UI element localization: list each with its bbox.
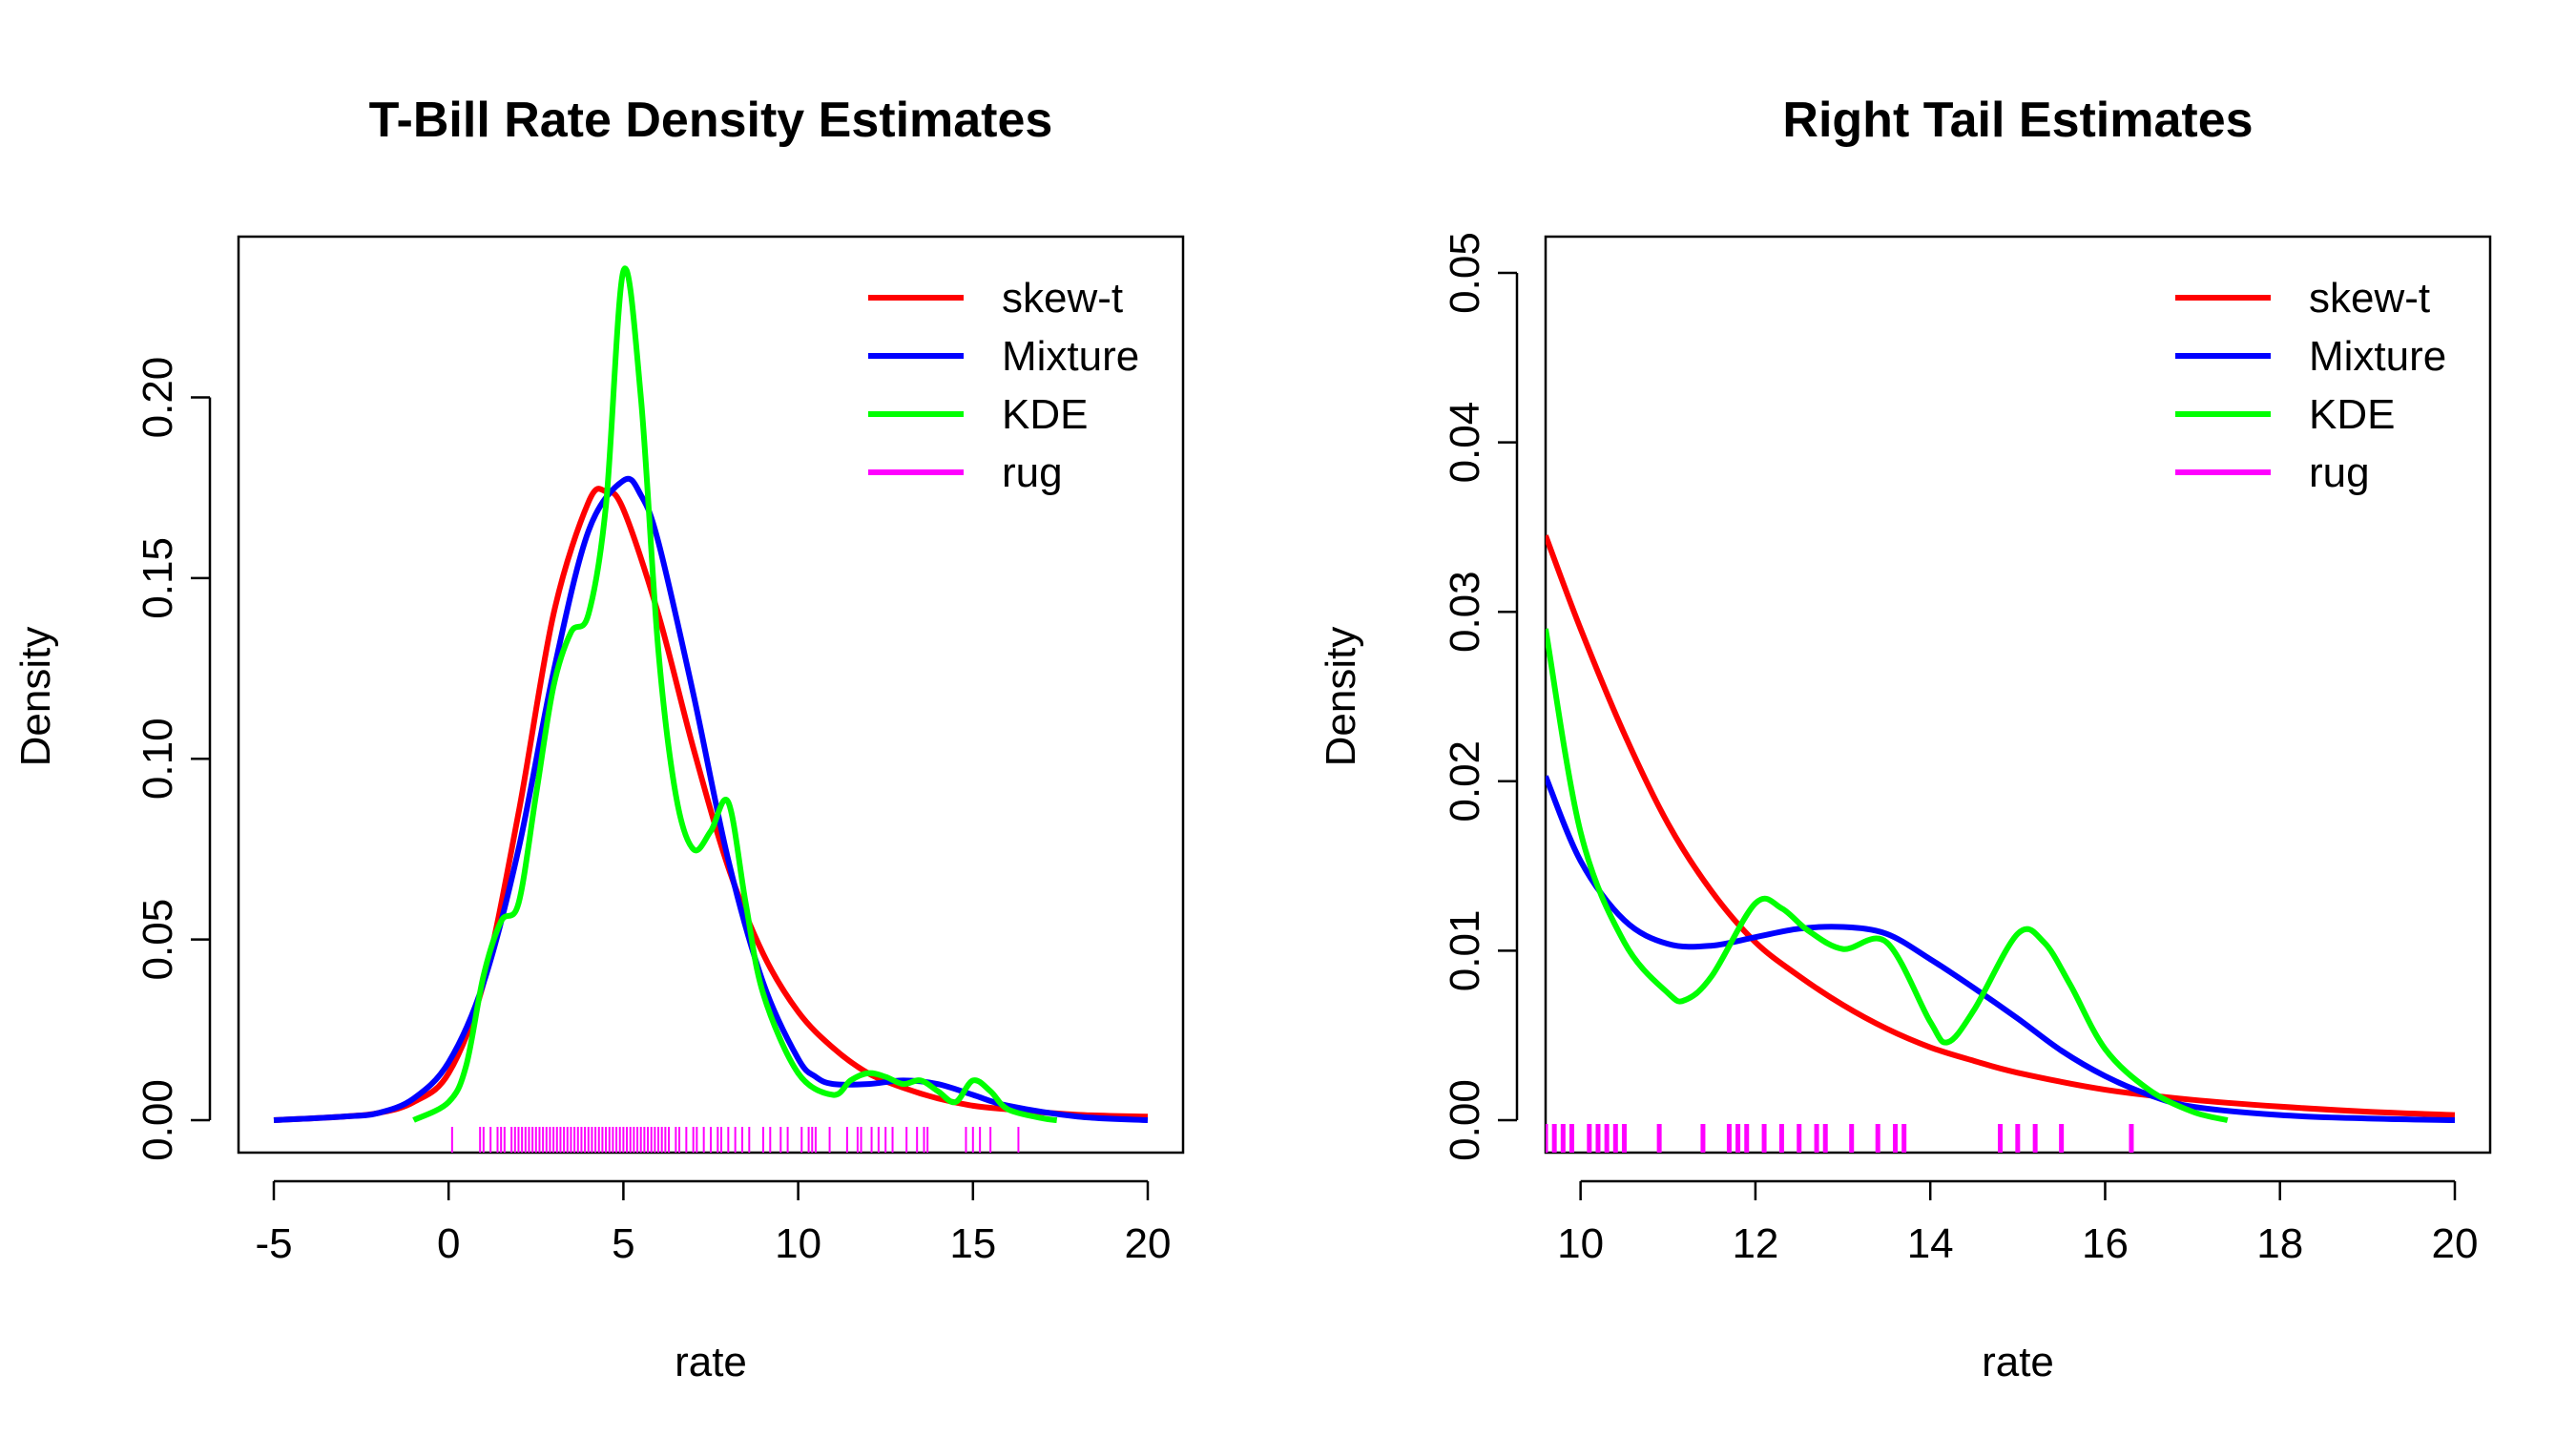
series-layer	[1546, 534, 2456, 1153]
x-tick-label: 12	[1732, 1220, 1778, 1267]
legend-label: skew-t	[2309, 275, 2430, 322]
legend-label: rug	[2309, 449, 2370, 496]
x-tick-label: 0	[437, 1220, 460, 1267]
x-tick-label: 10	[1557, 1220, 1604, 1267]
legend-label: KDE	[1002, 391, 1088, 438]
y-tick-label: 0.05	[1442, 232, 1488, 314]
y-tick-label: 0.01	[1442, 910, 1488, 992]
y-tick-label: 0.03	[1442, 571, 1488, 653]
x-tick-label: 20	[1125, 1220, 1172, 1267]
x-tick-label: 10	[775, 1220, 821, 1267]
plot-area: 10 12 14 16 18 20 0.00 0.01 0.02 0.03 0.04 0.05 skew…	[1442, 232, 2492, 1267]
x-tick-label: 14	[1907, 1220, 1954, 1267]
x-tick-label: -5	[255, 1220, 292, 1267]
series-line-skew-t	[273, 486, 1149, 1123]
x-tick-label: 20	[2432, 1220, 2479, 1267]
series-line-kde	[412, 265, 1058, 1123]
x-tick-label: 18	[2256, 1220, 2303, 1267]
y-tick-label: 0.15	[135, 537, 181, 619]
series-line-mixture	[1546, 775, 2456, 1123]
y-axis-label: Density	[12, 627, 59, 767]
y-tick-label: 0.10	[135, 718, 181, 800]
y-tick-label: 0.20	[135, 357, 181, 439]
y-axis-label: Density	[1318, 627, 1364, 767]
plot-area: -5 0 5 10 15 20 0.00 0.05 0.10 0.15 0.20 skew-t Mixt…	[135, 235, 1185, 1267]
series-layer	[273, 265, 1149, 1153]
y-tick-label: 0.00	[135, 1079, 181, 1161]
series-line-kde	[1546, 628, 2229, 1123]
legend-label: rug	[1002, 449, 1063, 496]
y-tick-label: 0.04	[1442, 402, 1488, 484]
right-tail-panel: Right Tail Estimates rate Density 10 12 14…	[1318, 93, 2492, 1385]
x-axis-label: rate	[1982, 1339, 2054, 1385]
legend-label: skew-t	[1002, 275, 1123, 322]
series-line-skew-t	[1546, 534, 2456, 1118]
y-tick-label: 0.05	[135, 899, 181, 981]
legend-label: KDE	[2309, 391, 2395, 438]
chart-title: T-Bill Rate Density Estimates	[369, 93, 1053, 148]
x-tick-label: 5	[612, 1220, 634, 1267]
legend-label: Mixture	[1002, 333, 1139, 380]
density-panel: T-Bill Rate Density Estimates rate Densi…	[12, 93, 1185, 1385]
legend-label: Mixture	[2309, 333, 2446, 380]
y-tick-label: 0.00	[1442, 1079, 1488, 1161]
x-tick-label: 16	[2082, 1220, 2129, 1267]
x-tick-label: 15	[949, 1220, 996, 1267]
chart-title: Right Tail Estimates	[1782, 93, 2253, 148]
x-axis-label: rate	[675, 1339, 747, 1385]
series-line-mixture	[273, 475, 1149, 1123]
y-tick-label: 0.02	[1442, 740, 1488, 822]
